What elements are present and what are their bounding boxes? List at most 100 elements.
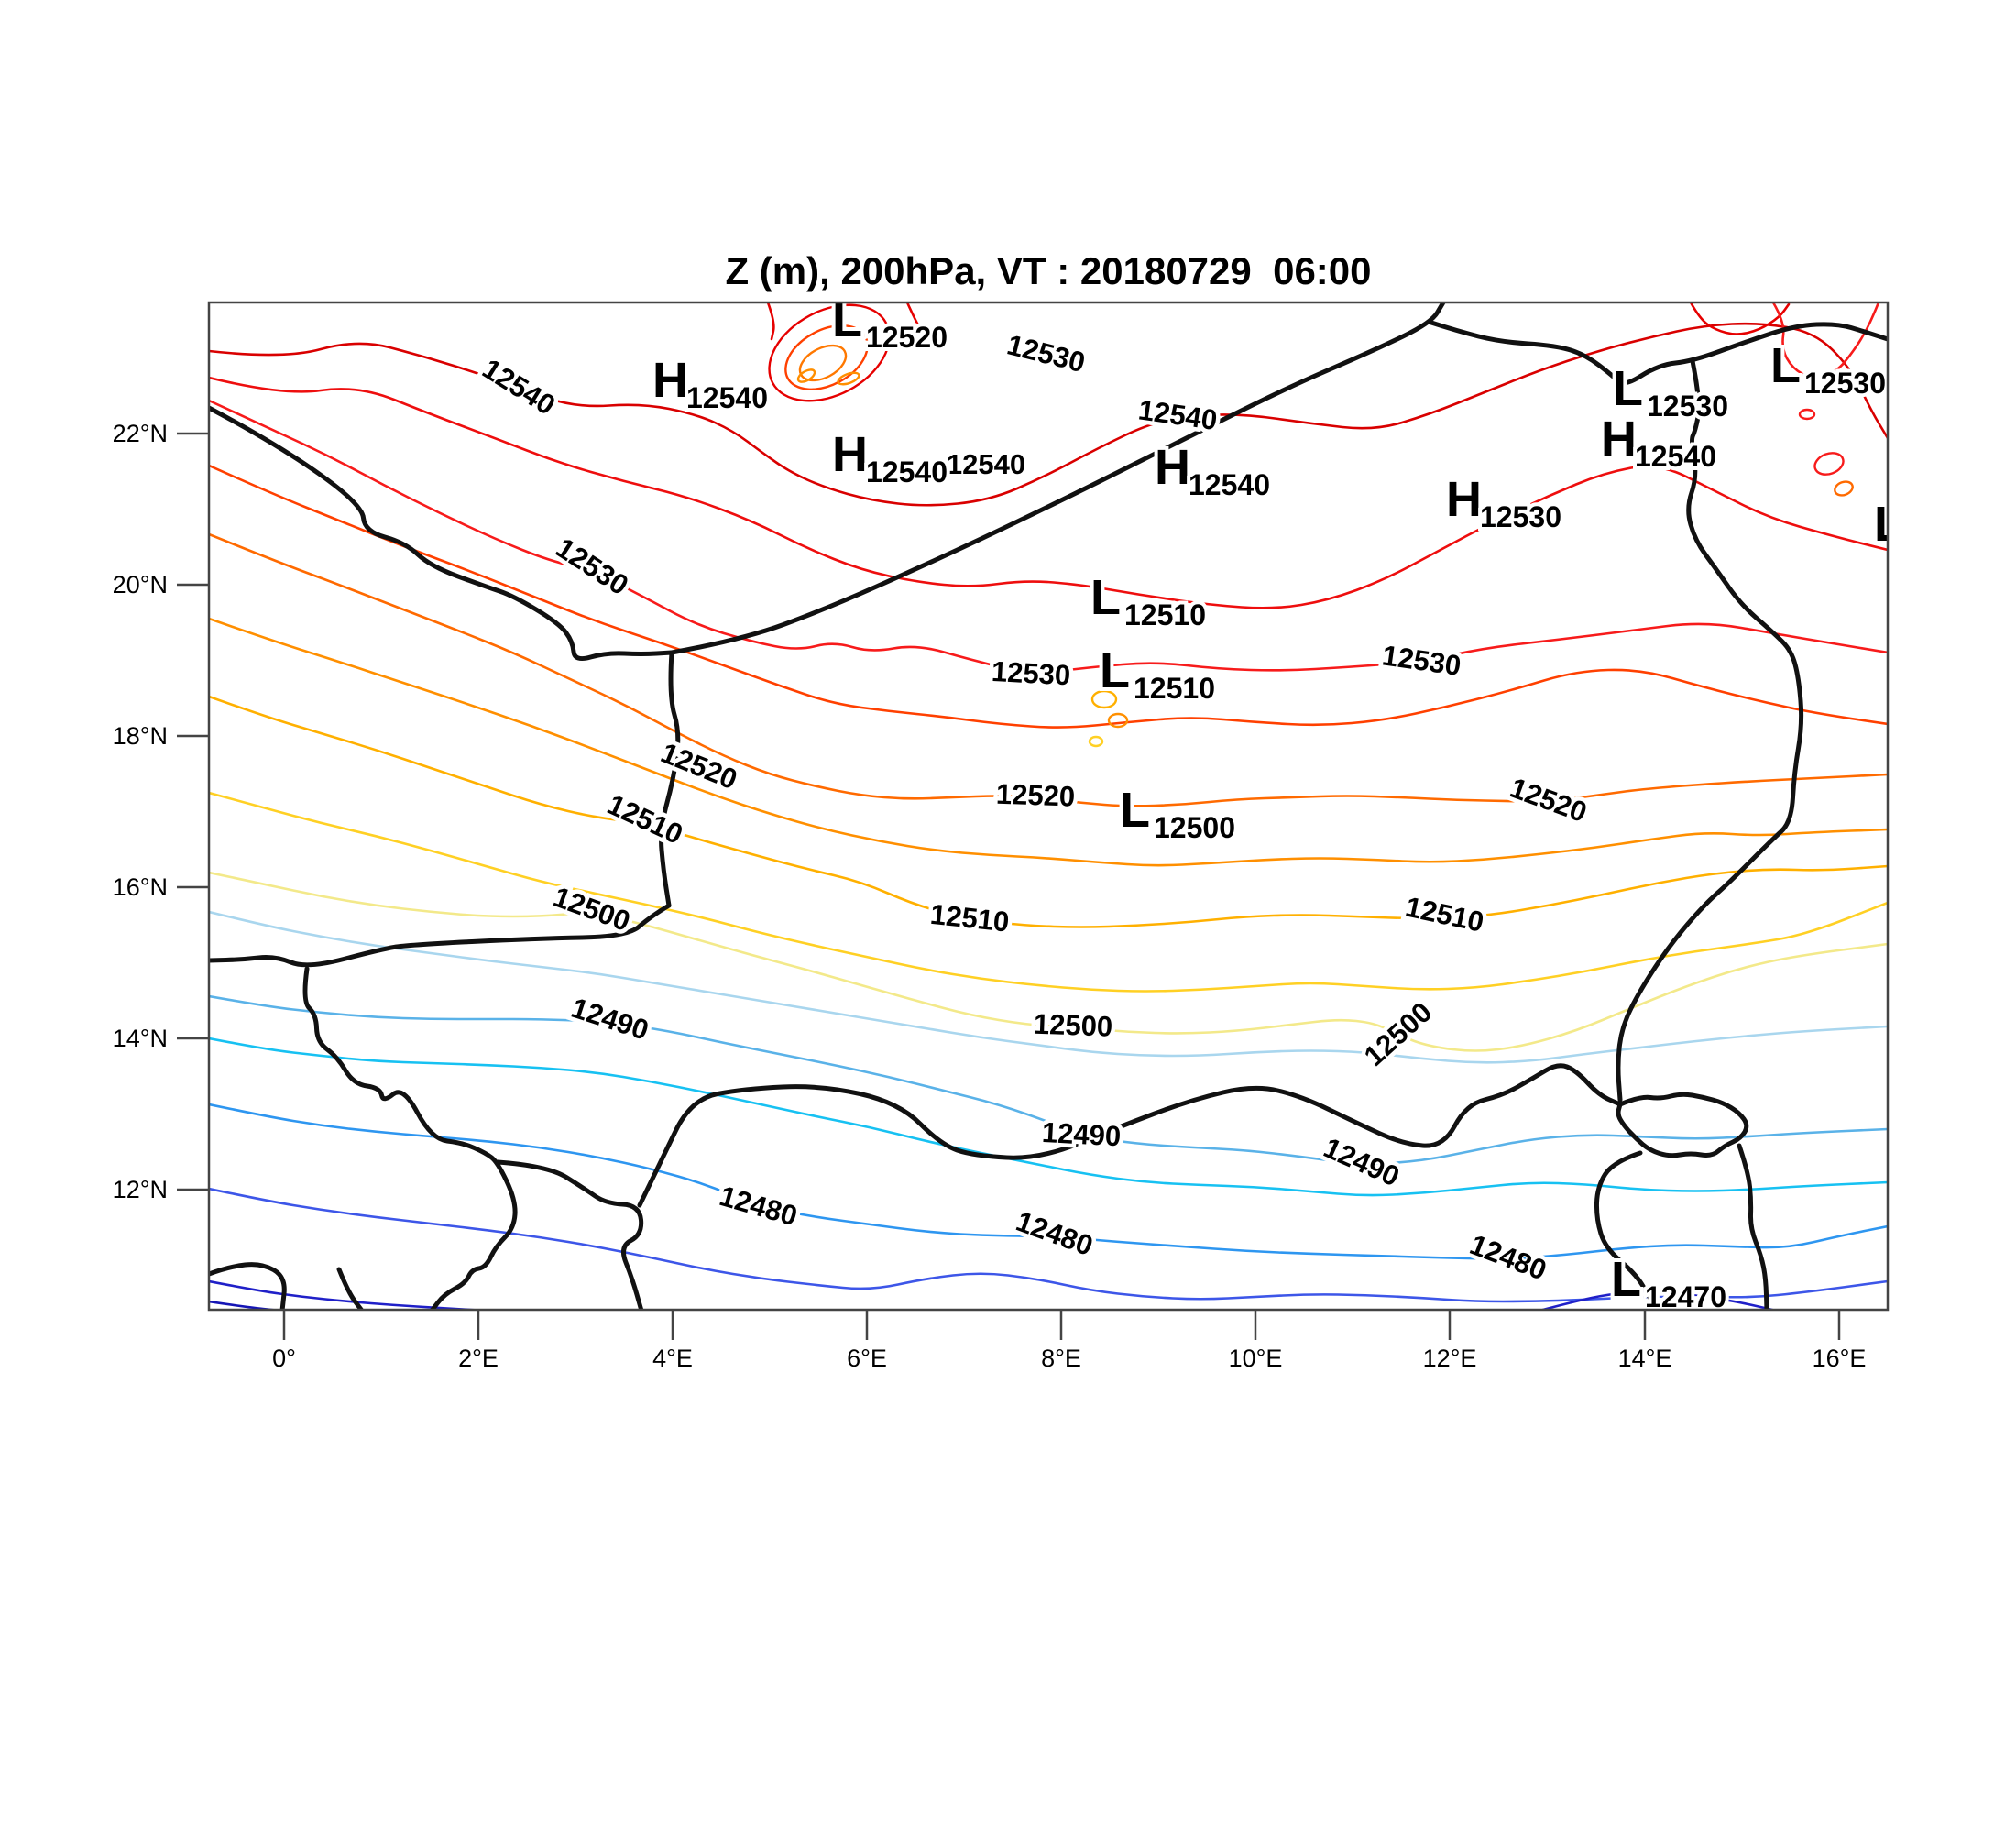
x-tick-label: 12°E <box>1423 1345 1477 1372</box>
country-border-13 <box>336 1267 365 1310</box>
closed-contour-12505 <box>1088 735 1104 748</box>
extrema-value: 12500 <box>1154 811 1235 844</box>
contour-line-12475 <box>209 1187 1888 1303</box>
contour-line-12535 <box>209 376 1888 609</box>
extrema-value: 12540 <box>1189 468 1270 501</box>
country-border-5 <box>209 903 672 968</box>
low-marker: L 12530 <box>1767 335 1888 403</box>
x-tick-label: 16°E <box>1813 1345 1867 1372</box>
extrema-value: 12520 <box>866 321 948 354</box>
x-tick-label: 0° <box>272 1345 296 1372</box>
extrema-letter: L <box>1090 570 1121 625</box>
x-tick-label: 8°E <box>1041 1345 1081 1372</box>
contour-line-12500 <box>209 871 1888 1052</box>
low-marker: L 12470 <box>1607 1248 1730 1313</box>
closed-contour-12535 <box>1813 452 1845 476</box>
country-border-11 <box>1737 1143 1769 1310</box>
y-tick-label: 18°N <box>113 722 168 750</box>
contour-label: 12520 <box>1506 772 1591 829</box>
contour-label: 12510 <box>603 788 688 851</box>
country-border-3 <box>1616 358 1804 1103</box>
contour-label: 12500 <box>1033 1008 1112 1043</box>
country-border-6 <box>302 966 518 1310</box>
extrema-value: 12510 <box>1124 598 1206 631</box>
extrema-value: 12530 <box>1804 367 1886 400</box>
contour-label: 12510 <box>1403 891 1487 938</box>
contour-label: 12530 <box>1380 639 1463 682</box>
contour-label: 12530 <box>991 655 1071 691</box>
low-marker: L 12530 <box>1609 357 1732 426</box>
low-marker: L <box>1870 493 1904 555</box>
contour-label: 12540 <box>947 448 1025 480</box>
contour-line-12490 <box>209 994 1888 1165</box>
x-tick-label: 4°E <box>652 1345 693 1372</box>
closed-contour-12520 <box>784 324 869 390</box>
extrema-letter: L <box>1611 1252 1641 1307</box>
extrema-value: 12540 <box>686 381 768 414</box>
extrema-letter: L <box>832 292 862 347</box>
contour-line-12495 <box>209 910 1888 1064</box>
country-border-9 <box>1616 1092 1749 1158</box>
contour-line-12510 <box>209 695 1888 928</box>
extrema-letter: L <box>1613 361 1643 416</box>
extrema-letter: L <box>1874 497 1904 552</box>
closed-contour-12535 <box>1798 408 1816 421</box>
contour-label: 12480 <box>1465 1228 1550 1287</box>
extrema-letter: H <box>1446 472 1482 527</box>
contour-label: 12490 <box>1041 1116 1122 1152</box>
contour-label: 12520 <box>995 778 1075 813</box>
x-tick-label: 14°E <box>1618 1345 1672 1372</box>
contour-line-12530 <box>209 399 1888 674</box>
y-tick-label: 22°N <box>113 420 168 447</box>
contour-line-12540 <box>766 302 775 341</box>
country-border-7 <box>495 1159 644 1310</box>
extrema-letter: H <box>652 353 688 408</box>
contour-label: 12540 <box>477 352 561 421</box>
country-border-8 <box>637 1063 1623 1208</box>
extrema-letter: H <box>832 427 868 482</box>
contour-label: 12500 <box>549 881 634 938</box>
map-frame <box>207 301 1890 1312</box>
contour-line-12515 <box>209 617 1888 867</box>
contour-label: 12480 <box>716 1180 801 1232</box>
x-tick-label: 6°E <box>847 1345 887 1372</box>
contour-line-12540 <box>209 322 1888 507</box>
x-tick-label: 10°E <box>1229 1345 1283 1372</box>
closed-contour-12525 <box>768 303 891 402</box>
country-border-10 <box>1594 1150 1660 1310</box>
extrema-value: 12530 <box>1647 390 1728 423</box>
extrema-value: 12540 <box>866 456 948 488</box>
contour-label: 12530 <box>1003 328 1088 379</box>
contour-line-12540 <box>905 302 940 348</box>
country-border-12 <box>209 1262 287 1310</box>
y-tick-label: 16°N <box>113 873 168 901</box>
closed-contour-12515 <box>837 371 860 386</box>
y-tick-label: 14°N <box>113 1025 168 1052</box>
contour-label: 12510 <box>929 898 1011 938</box>
low-marker: L 12510 <box>1087 566 1210 635</box>
x-tick-label: 2°E <box>458 1345 499 1372</box>
closed-contour-12515 <box>796 368 816 383</box>
extrema-letter: L <box>1120 783 1150 838</box>
extrema-value: 12530 <box>1480 500 1561 533</box>
low-marker: L 12500 <box>1116 779 1239 848</box>
closed-contour-12530 <box>1834 480 1854 497</box>
contour-label: 12500 <box>1358 995 1438 1072</box>
country-border-2 <box>1429 320 1888 386</box>
closed-contour-12505 <box>1107 712 1129 729</box>
plot-title: Z (m), 200hPa, VT : 20180729 06:00 <box>725 249 1372 292</box>
closed-contour-12510 <box>1090 689 1118 709</box>
country-border-0 <box>209 405 674 661</box>
extrema-value: 12540 <box>1635 440 1716 473</box>
extrema-value: 12470 <box>1645 1280 1726 1313</box>
contour-line-12520 <box>209 532 1888 807</box>
low-marker: L 12510 <box>1096 640 1219 708</box>
